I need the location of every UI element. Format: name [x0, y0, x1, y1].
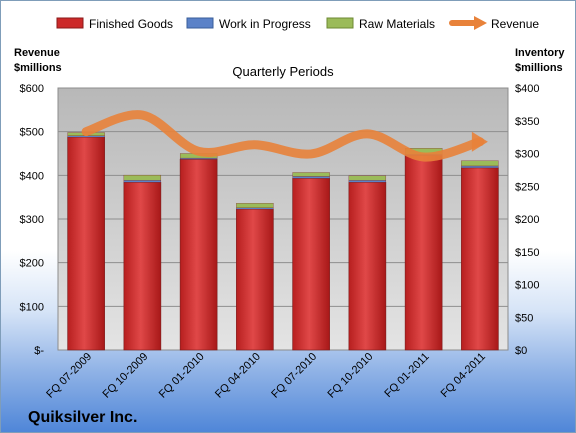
left-axis-title-line2: $millions: [14, 62, 62, 74]
left-tick-label: $400: [20, 170, 44, 182]
legend-label: Raw Materials: [359, 17, 435, 31]
bar-finished-goods: [461, 167, 499, 351]
right-tick-label: $250: [515, 181, 539, 193]
bar-raw-materials: [461, 160, 499, 167]
bar-raw-materials: [236, 203, 274, 209]
bar-work-in-progress: [123, 180, 162, 183]
left-tick-label: $100: [20, 301, 44, 313]
left-tick-label: $200: [20, 258, 44, 270]
right-tick-label: $100: [515, 280, 539, 292]
revenue-line-path: [81, 110, 485, 162]
legend-item-revenue: Revenue: [449, 16, 539, 31]
bar-finished-goods: [123, 182, 162, 351]
x-tick-label: FQ 01-2010: [157, 351, 207, 401]
right-axis-title-line1: Inventory: [515, 47, 565, 59]
legend: Finished Goods Work in Progress Raw Mate…: [56, 16, 539, 31]
company-name: Quiksilver Inc.: [28, 409, 137, 426]
bar-work-in-progress: [348, 180, 387, 183]
bar-finished-goods: [292, 178, 330, 351]
right-axis-title-line2: $millions: [515, 62, 563, 74]
chart-title: Quarterly Periods: [232, 64, 334, 79]
bar-work-in-progress: [236, 207, 274, 210]
left-axis-ticks: $- $100 $200 $300 $400 $500 $600: [20, 83, 45, 357]
legend-label: Work in Progress: [219, 17, 311, 31]
revenue-line: [81, 110, 488, 162]
x-tick-label: FQ 07-2009: [44, 351, 94, 401]
bar-finished-goods: [404, 155, 443, 351]
legend-item-work-in-progress: Work in Progress: [186, 17, 311, 31]
bar-finished-goods: [67, 136, 105, 351]
right-tick-label: $50: [515, 312, 533, 324]
right-tick-label: $350: [515, 116, 539, 128]
right-tick-label: $0: [515, 345, 527, 357]
legend-label: Revenue: [491, 17, 539, 31]
right-axis-ticks: $0 $50 $100 $150 $200 $250 $300 $350 $400: [515, 83, 539, 357]
bar-finished-goods: [348, 182, 387, 351]
right-tick-label: $200: [515, 214, 539, 226]
legend-label: Finished Goods: [89, 17, 173, 31]
left-tick-label: $500: [20, 127, 44, 139]
bar-work-in-progress: [461, 165, 499, 169]
x-tick-label: FQ 01-2011: [382, 351, 431, 400]
left-tick-label: $600: [20, 83, 44, 95]
bars: [67, 132, 499, 351]
right-tick-label: $400: [515, 83, 539, 95]
bar-work-in-progress: [179, 157, 218, 160]
left-tick-label: $300: [20, 214, 44, 226]
right-tick-label: $150: [515, 247, 539, 259]
left-tick-label: $-: [34, 345, 44, 357]
legend-item-finished-goods: Finished Goods: [56, 17, 173, 31]
bar-raw-materials: [123, 174, 162, 181]
right-tick-label: $300: [515, 149, 539, 161]
bar-raw-materials: [348, 175, 387, 181]
x-axis-ticks: FQ 07-2009 FQ 10-2009 FQ 01-2010 FQ 04-2010…: [44, 351, 488, 401]
bar-finished-goods: [236, 208, 274, 351]
x-tick-label: FQ 07-2010: [269, 351, 319, 401]
bar-raw-materials: [292, 172, 330, 177]
x-tick-label: FQ 10-2009: [101, 351, 151, 401]
bar-work-in-progress: [292, 176, 330, 179]
left-axis-title-line1: Revenue: [14, 47, 60, 59]
bar-finished-goods: [179, 159, 218, 351]
legend-item-raw-materials: Raw Materials: [326, 17, 435, 31]
x-tick-label: FQ 04-2011: [439, 351, 488, 400]
x-tick-label: FQ 10-2010: [326, 351, 376, 401]
x-tick-label: FQ 04-2010: [213, 351, 263, 401]
